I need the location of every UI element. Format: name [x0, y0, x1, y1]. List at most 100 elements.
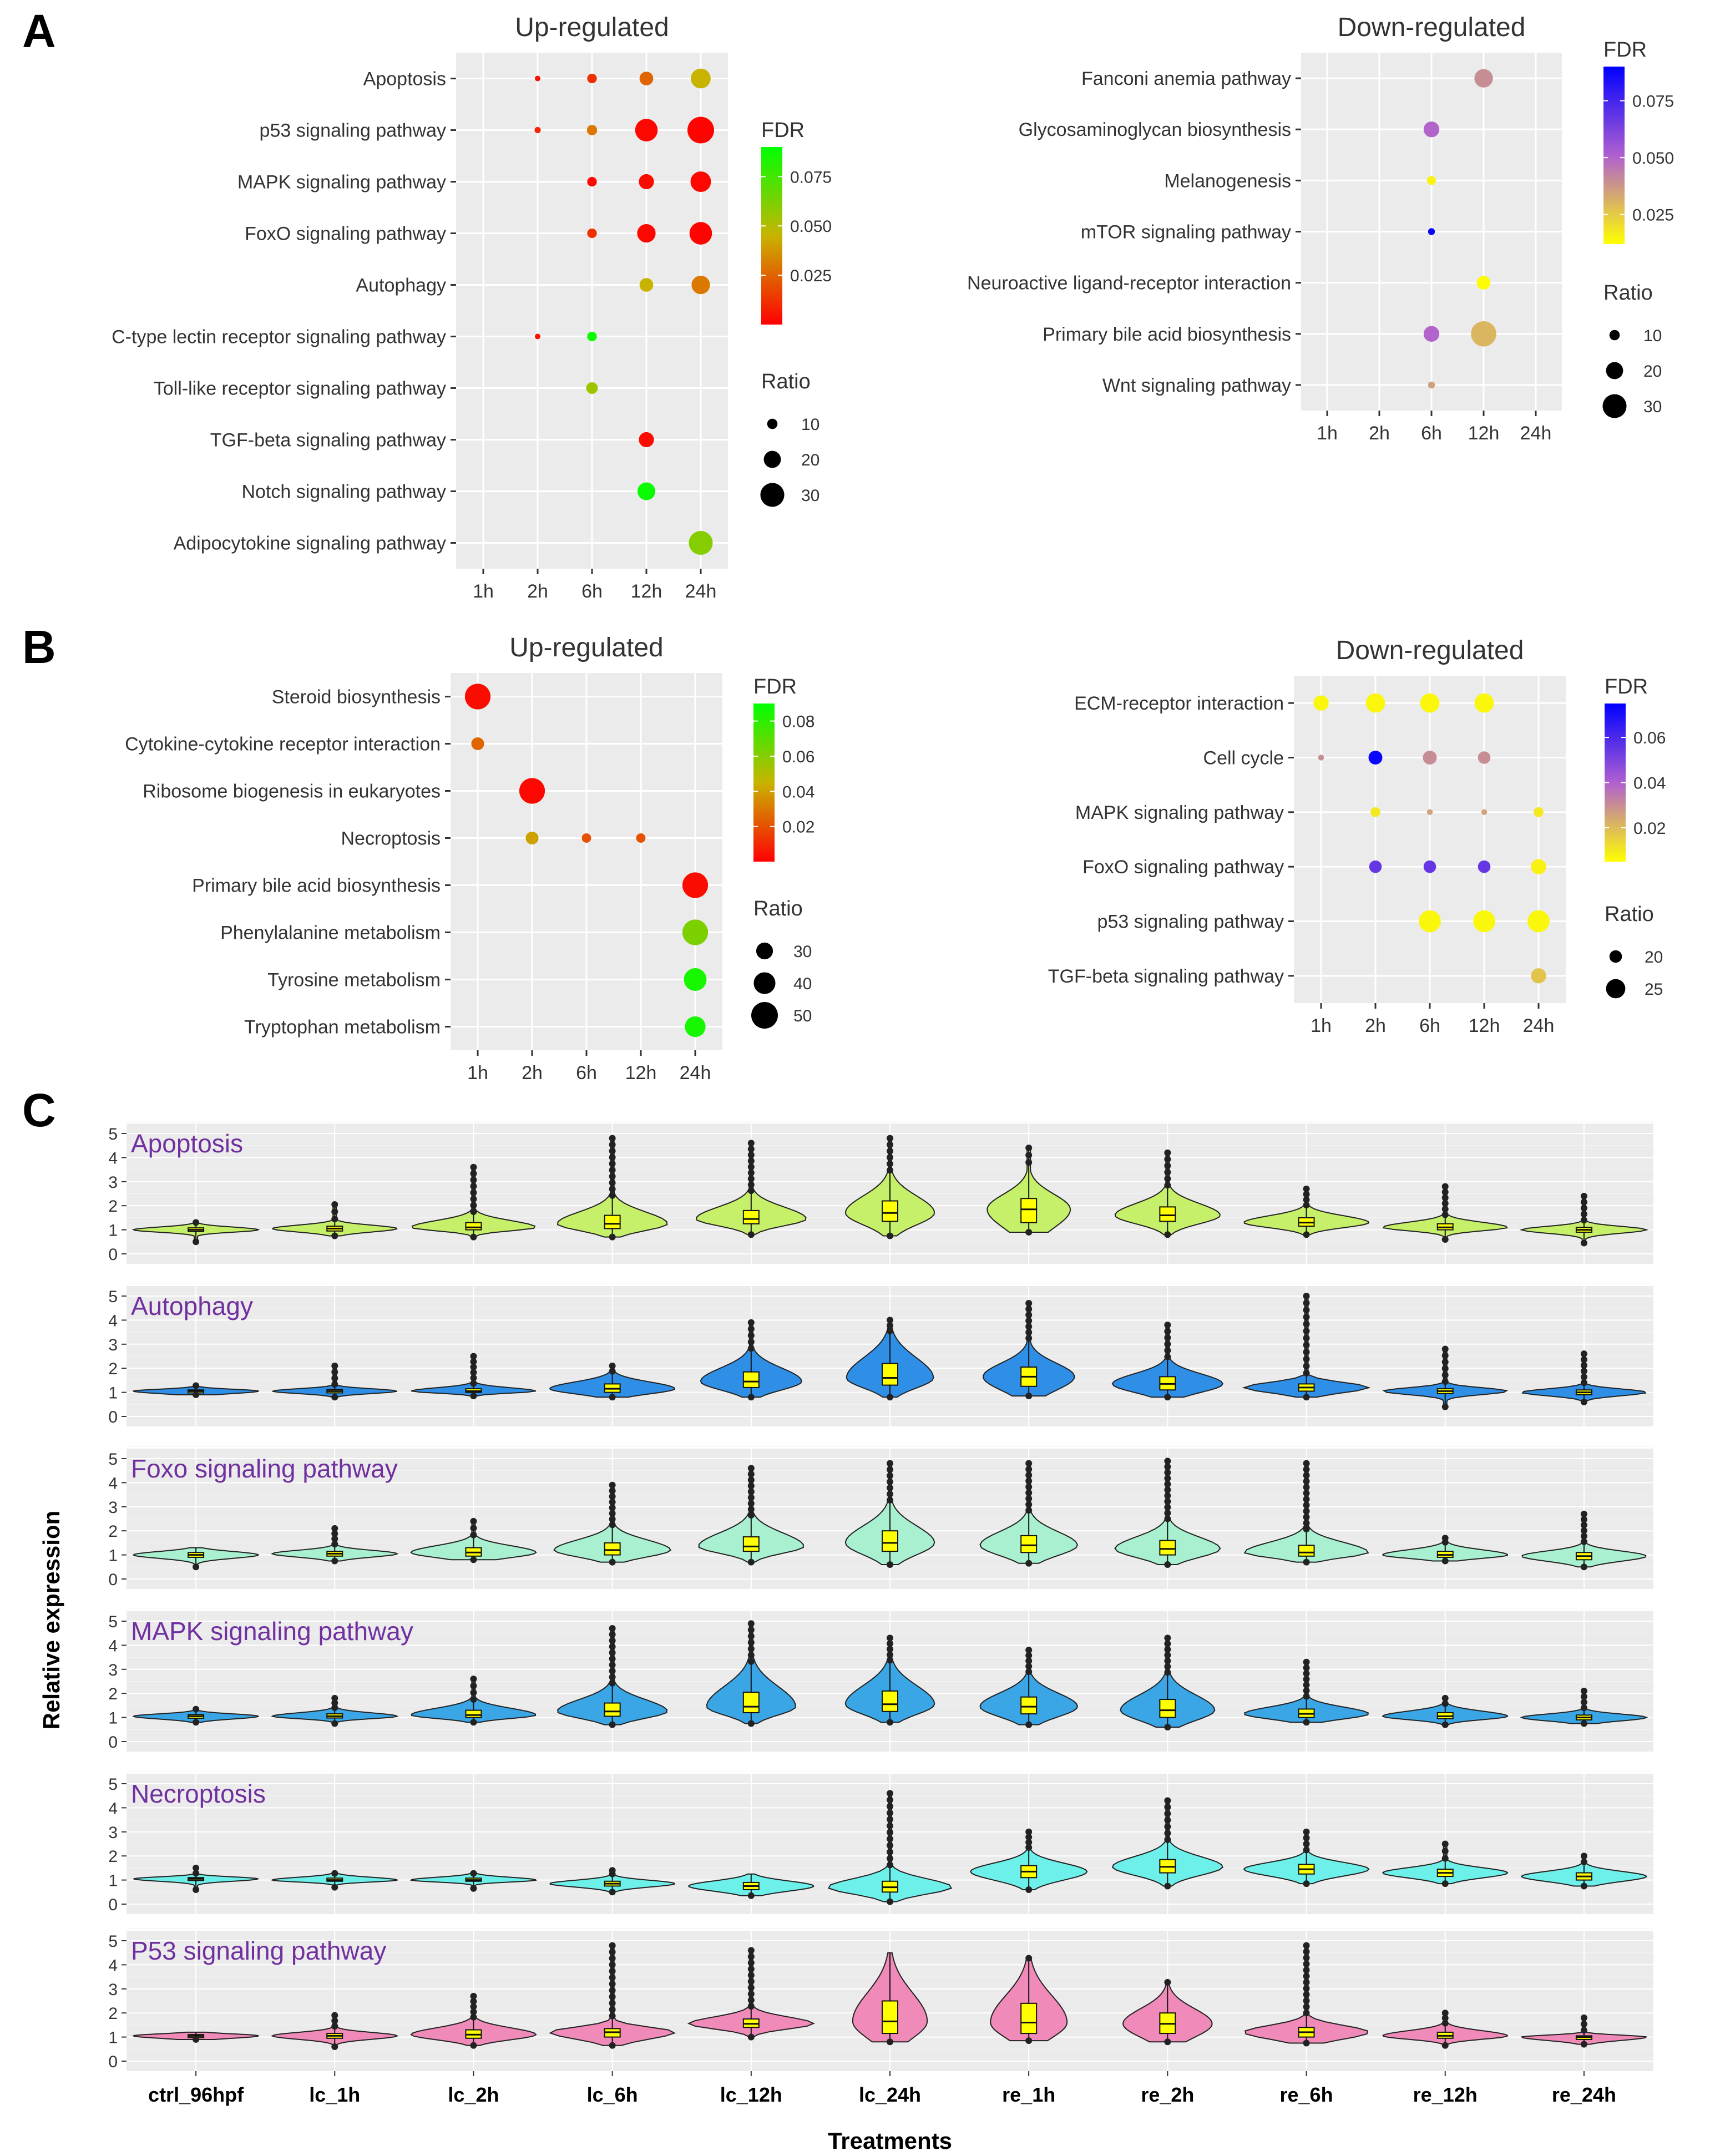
violin-outlier: [470, 1870, 477, 1877]
violin-box: [1159, 1206, 1176, 1222]
b-up-ratio-legend-title: Ratio: [753, 897, 803, 920]
violin-box: [1298, 1545, 1315, 1557]
violin-outlier: [1025, 1507, 1033, 1514]
violin-outlier: [1025, 1300, 1033, 1307]
b-down-fdr-legend-title: FDR: [1605, 675, 1648, 699]
violin-outlier: [1164, 1640, 1171, 1647]
a-up-ratio-legend-dot: [760, 483, 785, 507]
violin-outlier: [331, 1704, 338, 1712]
violin-outlier: [470, 2013, 477, 2021]
violin-outlier: [1025, 1393, 1033, 1400]
b-up-point: [685, 1016, 706, 1037]
violin-outlier: [747, 1325, 755, 1333]
b-up-x-label: 2h: [522, 1062, 543, 1084]
violin-outlier: [331, 1394, 338, 1401]
violin-outlier: [470, 1689, 477, 1696]
violin-outlier: [1303, 1349, 1310, 1356]
violin-outlier: [1025, 1501, 1033, 1508]
violin-outlier: [609, 1147, 616, 1155]
violin-outlier: [1025, 1560, 1033, 1567]
violin-box: [742, 1536, 760, 1552]
a-up-ratio-tick-label: 10: [801, 416, 819, 434]
violin-x-label: lc_1h: [309, 2083, 360, 2106]
violin-outlier: [1580, 1398, 1587, 1405]
violin-outlier: [887, 1835, 893, 1843]
b-down-point: [1478, 751, 1491, 764]
violin-y-label: 4: [108, 1799, 118, 1818]
b-down-x-label: 6h: [1419, 1015, 1440, 1036]
a-up-ratio-legend-dot: [767, 418, 778, 429]
violin-outlier: [331, 1720, 338, 1727]
violin-outlier: [193, 1219, 200, 1226]
violin-outlier: [331, 2043, 338, 2050]
violin-x-label: re_24h: [1552, 2083, 1616, 2106]
violin-outlier: [470, 1556, 477, 1563]
b-down-y-label: ECM-receptor interaction: [1074, 693, 1284, 714]
violin-outlier: [1580, 1350, 1587, 1358]
violin-y-label: 1: [108, 2029, 118, 2047]
b-down-title: Down-regulated: [1336, 636, 1524, 665]
violin-outlier: [331, 2017, 338, 2025]
violin-outlier: [470, 1189, 477, 1196]
b-down-point: [1423, 860, 1436, 873]
violin-outlier: [1303, 1334, 1310, 1342]
violin-outlier: [609, 1521, 616, 1529]
violin-y-label: 1: [108, 1547, 118, 1565]
violin-outlier: [747, 1482, 755, 1490]
b-down-point: [1369, 860, 1382, 873]
violin-outlier: [331, 1884, 338, 1891]
violin-outlier: [609, 2000, 616, 2007]
violin-y-label: 1: [108, 1872, 118, 1890]
violin-outlier: [1303, 1185, 1310, 1192]
violin-y-label: 3: [108, 1824, 118, 1842]
violin-outlier: [1303, 1293, 1310, 1299]
violin-outlier: [1164, 1504, 1171, 1511]
violin-outlier: [193, 1886, 200, 1893]
violin-outlier: [1303, 1307, 1310, 1314]
violin-outlier: [747, 1345, 755, 1352]
violin-outlier: [1164, 1175, 1171, 1182]
violin-box: [1020, 1535, 1038, 1553]
violin-outlier: [1025, 1228, 1033, 1236]
a-down-x-label: 1h: [1317, 423, 1338, 444]
violin-outlier: [1303, 1191, 1310, 1198]
violin-outlier: [1303, 1676, 1310, 1683]
a-up-x-label: 1h: [473, 581, 494, 602]
violin-outlier: [1303, 1664, 1310, 1672]
b-down-point: [1527, 910, 1550, 933]
violin-outlier: [1164, 1486, 1171, 1494]
a-down-x-label: 6h: [1421, 423, 1442, 444]
violin-outlier: [747, 1953, 755, 1960]
b-down-point: [1365, 693, 1385, 713]
violin-outlier: [1441, 1721, 1449, 1728]
violin-outlier: [1025, 1647, 1033, 1654]
violin-outlier: [1580, 2041, 1587, 2048]
violin-outlier: [747, 1163, 755, 1171]
b-up-x-label: 12h: [625, 1062, 657, 1084]
violin-outlier: [1164, 1492, 1171, 1499]
violin-outlier: [609, 1673, 616, 1681]
violin-outlier: [609, 1967, 616, 1975]
violin-outlier: [1025, 1159, 1033, 1166]
a-up-y-label: C-type lectin receptor signaling pathway: [112, 327, 446, 348]
violin-outlier: [1441, 1200, 1449, 1207]
violin-outlier: [609, 1135, 616, 1142]
violin-outlier: [747, 1997, 755, 2004]
violin-outlier: [470, 1353, 477, 1360]
a-down-ratio-legend-dot: [1606, 362, 1623, 379]
violin-outlier: [887, 1478, 893, 1485]
violin-outlier: [1303, 1477, 1310, 1485]
violin-outlier: [1025, 1844, 1033, 1851]
violin-outlier: [1164, 1823, 1171, 1830]
violin-outlier: [1441, 1371, 1449, 1379]
a-down-ratio-tick-label: 20: [1643, 362, 1662, 381]
b-down-y-label: p53 signaling pathway: [1097, 912, 1284, 933]
violin-outlier: [609, 1987, 616, 1994]
violin-x-label: re_2h: [1141, 2083, 1194, 2106]
violin-y-label: 2: [108, 2005, 118, 2023]
chart-b-up-regulated: Up-regulated Steroid biosynthesis Cytokine…: [125, 633, 815, 1084]
b-down-point: [1478, 860, 1491, 873]
violin-outlier: [887, 1855, 893, 1862]
violin-outlier: [609, 1558, 616, 1566]
b-down-fdr-tick-label: 0.04: [1633, 775, 1666, 793]
